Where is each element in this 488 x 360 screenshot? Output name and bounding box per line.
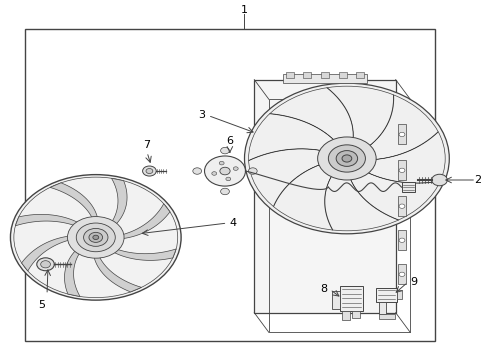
Text: 7: 7 bbox=[143, 140, 150, 149]
Bar bbox=[397, 230, 405, 250]
Circle shape bbox=[192, 168, 201, 174]
Bar bbox=[375, 288, 396, 302]
Text: 5: 5 bbox=[39, 300, 45, 310]
Bar bbox=[378, 315, 394, 319]
Circle shape bbox=[83, 228, 108, 246]
Circle shape bbox=[398, 238, 404, 242]
Text: 2: 2 bbox=[473, 175, 480, 185]
Text: 8: 8 bbox=[320, 284, 327, 294]
Circle shape bbox=[93, 235, 99, 239]
Circle shape bbox=[219, 161, 224, 165]
Circle shape bbox=[248, 168, 257, 174]
Circle shape bbox=[41, 261, 50, 268]
Polygon shape bbox=[98, 240, 176, 260]
Circle shape bbox=[398, 204, 404, 208]
Circle shape bbox=[146, 168, 153, 174]
Circle shape bbox=[67, 217, 124, 258]
Polygon shape bbox=[64, 239, 92, 297]
Polygon shape bbox=[21, 235, 91, 271]
Bar bbox=[356, 72, 364, 78]
Bar bbox=[282, 74, 366, 83]
Bar bbox=[397, 125, 405, 144]
Circle shape bbox=[398, 168, 404, 172]
Polygon shape bbox=[273, 159, 338, 207]
Polygon shape bbox=[248, 149, 339, 161]
Circle shape bbox=[10, 175, 181, 300]
Circle shape bbox=[211, 172, 216, 175]
Polygon shape bbox=[346, 165, 398, 220]
Bar bbox=[285, 72, 293, 78]
Circle shape bbox=[398, 132, 404, 136]
Circle shape bbox=[204, 156, 245, 186]
Polygon shape bbox=[101, 204, 170, 239]
Text: 1: 1 bbox=[241, 5, 247, 15]
Text: 6: 6 bbox=[226, 136, 233, 146]
Text: 9: 9 bbox=[409, 277, 417, 287]
Circle shape bbox=[37, 258, 54, 271]
Circle shape bbox=[398, 272, 404, 276]
Circle shape bbox=[89, 232, 102, 242]
Polygon shape bbox=[351, 163, 439, 183]
Text: 3: 3 bbox=[198, 111, 205, 121]
Polygon shape bbox=[353, 95, 393, 156]
Circle shape bbox=[220, 167, 230, 175]
Circle shape bbox=[142, 166, 156, 176]
Bar bbox=[25, 30, 434, 341]
Text: 4: 4 bbox=[229, 218, 237, 228]
Circle shape bbox=[233, 167, 238, 170]
Circle shape bbox=[220, 188, 229, 195]
Bar bbox=[341, 311, 349, 320]
Polygon shape bbox=[100, 178, 127, 235]
Polygon shape bbox=[326, 87, 353, 153]
Polygon shape bbox=[354, 131, 437, 160]
Circle shape bbox=[244, 83, 448, 234]
Circle shape bbox=[317, 137, 375, 180]
Circle shape bbox=[335, 150, 357, 166]
Bar bbox=[254, 80, 395, 313]
Bar bbox=[397, 196, 405, 216]
Polygon shape bbox=[324, 163, 341, 230]
Bar bbox=[321, 72, 328, 78]
Circle shape bbox=[225, 177, 230, 181]
Bar bbox=[378, 302, 386, 315]
Polygon shape bbox=[269, 113, 344, 153]
Circle shape bbox=[220, 147, 229, 154]
Bar bbox=[397, 264, 405, 284]
Circle shape bbox=[328, 145, 365, 172]
Polygon shape bbox=[93, 241, 141, 292]
Bar bbox=[401, 182, 414, 192]
Bar bbox=[303, 72, 310, 78]
Polygon shape bbox=[15, 214, 93, 235]
Circle shape bbox=[76, 223, 115, 252]
Polygon shape bbox=[50, 183, 98, 234]
Circle shape bbox=[431, 174, 447, 186]
Circle shape bbox=[341, 155, 351, 162]
Bar bbox=[339, 286, 362, 311]
Bar bbox=[351, 311, 359, 318]
Bar bbox=[338, 72, 346, 78]
Bar bbox=[397, 160, 405, 180]
Bar bbox=[396, 291, 402, 300]
Bar bbox=[331, 291, 339, 309]
